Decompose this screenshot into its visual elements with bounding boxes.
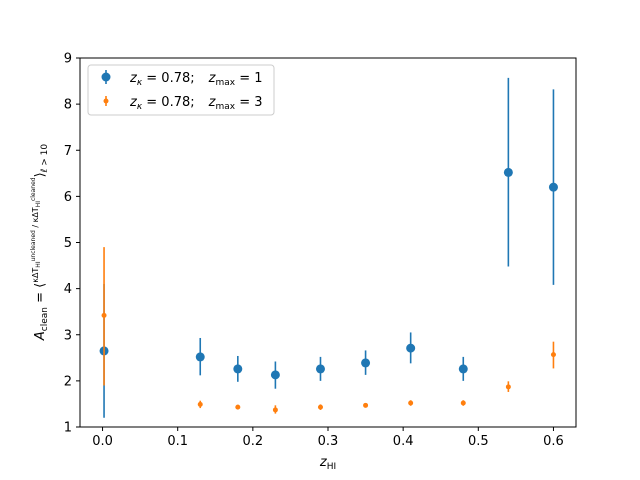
- y-axis-ticks: 1 2 3 4 5 6 7 8 9: [64, 52, 80, 436]
- data-point: [458, 364, 468, 374]
- data-point: [550, 352, 556, 358]
- x-axis-label: zHI: [319, 455, 336, 472]
- legend-marker: [101, 72, 111, 82]
- data-point: [315, 364, 325, 374]
- legend: zκ = 0.78; zmax = 1 zκ = 0.78; zmax = 3: [87, 64, 275, 116]
- y-tick-label: 3: [64, 328, 72, 343]
- data-point: [408, 400, 414, 406]
- y-tick-label: 2: [64, 374, 72, 389]
- data-point: [503, 167, 513, 177]
- data-point: [233, 364, 243, 374]
- legend-label: zκ = 0.78; zmax = 1: [129, 71, 263, 88]
- data-point: [235, 404, 241, 410]
- x-axis-ticks: 0.0 0.1 0.2 0.3 0.4 0.5 0.6: [92, 427, 564, 449]
- data-point: [460, 400, 466, 406]
- data-point: [406, 343, 416, 353]
- data-point: [270, 370, 280, 380]
- data-point: [505, 384, 511, 390]
- x-tick-label: 0.2: [243, 434, 264, 449]
- plot-area: [99, 77, 558, 418]
- x-tick-label: 0.4: [393, 434, 414, 449]
- y-tick-label: 1: [64, 421, 72, 436]
- data-point: [361, 358, 371, 368]
- data-point: [197, 401, 203, 407]
- x-tick-label: 0.5: [468, 434, 489, 449]
- x-tick-label: 0.0: [92, 434, 113, 449]
- data-point: [363, 402, 369, 408]
- series-2: [101, 247, 556, 414]
- legend-box: [87, 64, 275, 116]
- series-1: [99, 77, 558, 418]
- y-tick-label: 8: [64, 98, 72, 113]
- data-point: [548, 182, 558, 192]
- data-point: [195, 352, 205, 362]
- y-tick-label: 9: [64, 52, 72, 67]
- y-tick-label: 7: [64, 144, 72, 159]
- y-tick-label: 5: [64, 236, 72, 251]
- data-point: [101, 312, 107, 318]
- x-tick-label: 0.3: [318, 434, 339, 449]
- legend-marker: [103, 98, 109, 104]
- x-tick-label: 0.1: [167, 434, 188, 449]
- y-tick-label: 4: [64, 282, 72, 297]
- y-axis-label: Aclean = ⟨κΔTHIuncleaned / κΔTHIcleaned⟩…: [30, 144, 50, 342]
- data-point: [317, 404, 323, 410]
- data-point: [272, 407, 278, 413]
- x-tick-label: 0.6: [543, 434, 564, 449]
- svg-text:Aclean = ⟨κΔTHIuncleaned / κΔT: Aclean = ⟨κΔTHIuncleaned / κΔTHIcleaned⟩…: [30, 144, 50, 342]
- y-tick-label: 6: [64, 190, 72, 205]
- legend-label: zκ = 0.78; zmax = 3: [129, 95, 263, 112]
